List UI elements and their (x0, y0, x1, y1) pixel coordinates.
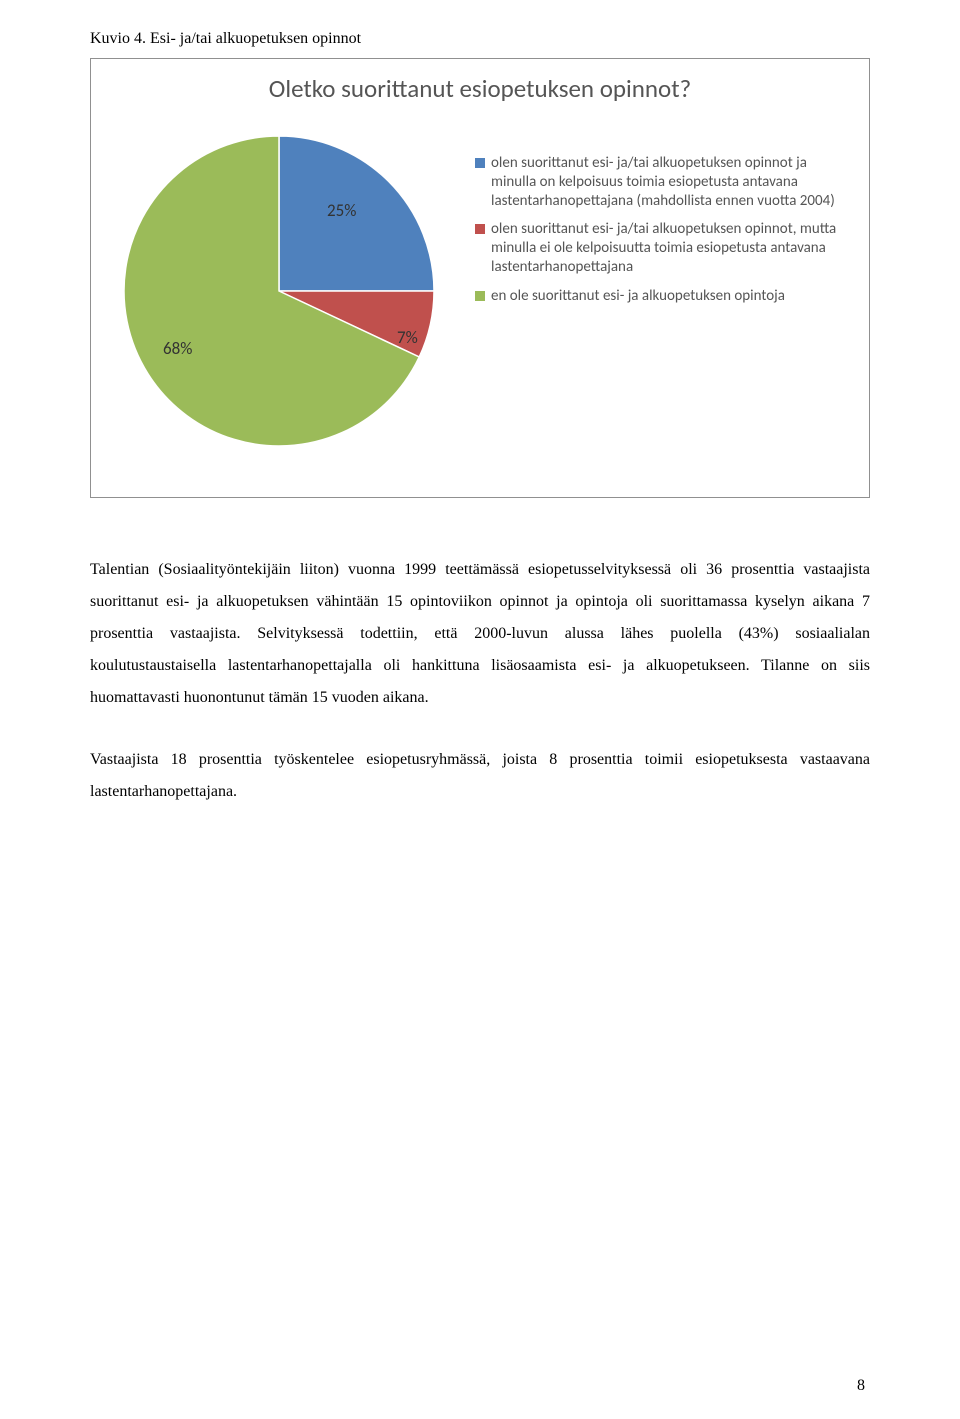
body-paragraph-2: Vastaajista 18 prosenttia työskentelee e… (90, 744, 870, 808)
legend-item-1: olen suorittanut esi- ja/tai alkuopetuks… (475, 220, 851, 276)
chart-body: 25% 7% 68% olen suorittanut esi- ja/tai … (109, 116, 851, 456)
legend-label-1: olen suorittanut esi- ja/tai alkuopetuks… (491, 220, 851, 276)
legend-item-2: en ole suorittanut esi- ja alkuopetuksen… (475, 287, 851, 306)
legend-swatch-2 (475, 291, 485, 301)
legend-swatch-1 (475, 224, 485, 234)
legend-item-0: olen suorittanut esi- ja/tai alkuopetuks… (475, 154, 851, 210)
chart-legend: olen suorittanut esi- ja/tai alkuopetuks… (449, 116, 851, 315)
legend-label-0: olen suorittanut esi- ja/tai alkuopetuks… (491, 154, 851, 210)
pie-slice-pct-2: 68% (163, 338, 192, 359)
body-paragraph-1: Talentian (Sosiaalityöntekijäin liiton) … (90, 554, 870, 714)
pie-slice-pct-0: 25% (327, 200, 356, 221)
pie-slice-pct-1: 7% (397, 327, 418, 348)
chart-title: Oletko suorittanut esiopetuksen opinnot? (109, 73, 851, 104)
pie-chart-container: Oletko suorittanut esiopetuksen opinnot?… (90, 58, 870, 498)
page-number: 8 (857, 1377, 865, 1395)
figure-caption: Kuvio 4. Esi- ja/tai alkuopetuksen opinn… (90, 30, 870, 48)
legend-swatch-0 (475, 158, 485, 168)
legend-label-2: en ole suorittanut esi- ja alkuopetuksen… (491, 287, 851, 306)
pie-chart: 25% 7% 68% (109, 116, 449, 456)
